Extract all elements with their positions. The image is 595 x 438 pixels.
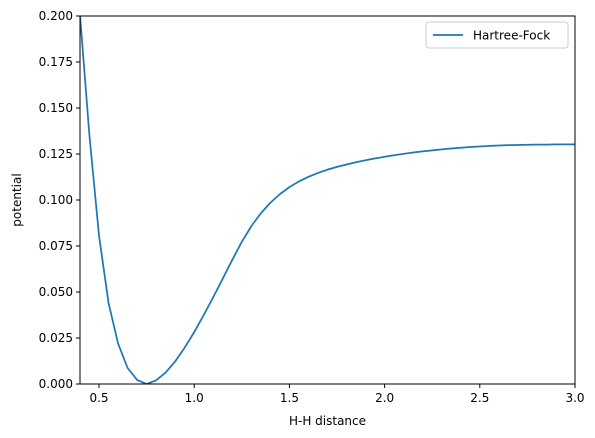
series-layer bbox=[80, 16, 575, 384]
y-tick-label: 0.100 bbox=[39, 193, 73, 207]
x-tick-label: 2.5 bbox=[470, 391, 489, 405]
y-tick-label: 0.075 bbox=[39, 239, 73, 253]
legend-label: Hartree-Fock bbox=[473, 29, 550, 43]
x-tick-label: 1.0 bbox=[185, 391, 204, 405]
y-tick-label: 0.175 bbox=[39, 55, 73, 69]
series-line-0 bbox=[80, 16, 575, 384]
x-axis-ticks: 0.5 1.0 1.5 2.0 2.5 3.0 bbox=[89, 384, 585, 405]
y-tick-label: 0.125 bbox=[39, 147, 73, 161]
y-tick-label: 0.200 bbox=[39, 9, 73, 23]
legend: Hartree-Fock bbox=[425, 21, 569, 49]
legend-box bbox=[425, 21, 569, 49]
x-tick-label: 0.5 bbox=[89, 391, 108, 405]
x-tick-label: 1.5 bbox=[280, 391, 299, 405]
y-axis-label: potential bbox=[10, 173, 24, 226]
x-tick-label: 2.0 bbox=[375, 391, 394, 405]
y-tick-label: 0.050 bbox=[39, 285, 73, 299]
y-tick-label: 0.150 bbox=[39, 101, 73, 115]
x-axis-label: H-H distance bbox=[289, 414, 366, 428]
y-axis-ticks: 0.000 0.025 0.050 0.075 0.100 0.125 0.150 0.175… bbox=[39, 9, 80, 391]
y-tick-label: 0.000 bbox=[39, 377, 73, 391]
x-tick-label: 3.0 bbox=[565, 391, 584, 405]
y-tick-label: 0.025 bbox=[39, 331, 73, 345]
